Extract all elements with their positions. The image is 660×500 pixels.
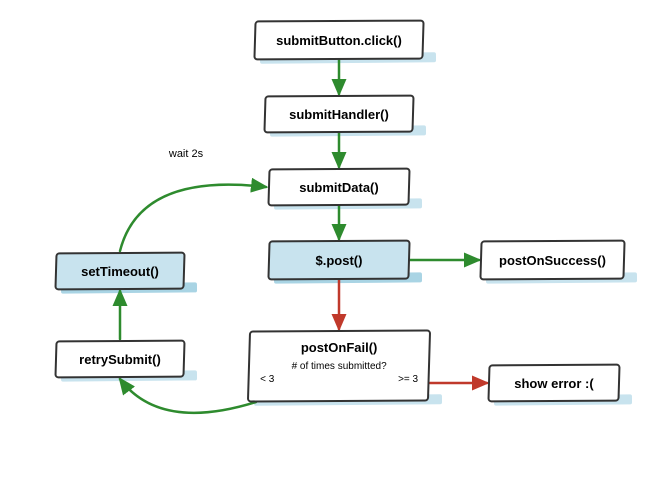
branch-label-right: >= 3 xyxy=(398,374,418,385)
node-label: setTimeout() xyxy=(81,264,159,279)
flowchart-canvas: submitButton.click() submitHandler() sub… xyxy=(0,0,660,500)
node-post-on-fail: postOnFail() # of times submitted? < 3 >… xyxy=(247,330,431,403)
node-set-timeout: setTimeout() xyxy=(54,252,185,291)
branch-label-left: < 3 xyxy=(260,374,274,385)
node-label: submitButton.click() xyxy=(276,33,402,48)
node-show-error: show error :( xyxy=(487,364,620,403)
node-submit-handler: submitHandler() xyxy=(263,95,414,134)
node-jq-post: $.post() xyxy=(267,240,410,281)
node-retry-submit: retrySubmit() xyxy=(54,340,185,379)
node-sublabel: # of times submitted? xyxy=(258,361,420,372)
node-post-on-success: postOnSuccess() xyxy=(479,240,625,281)
node-label: $.post() xyxy=(316,253,363,268)
node-label: postOnFail() xyxy=(301,340,378,355)
node-submit-data: submitData() xyxy=(267,168,410,207)
node-label: submitHandler() xyxy=(289,107,389,122)
edge-label-wait-2s: wait 2s xyxy=(166,148,206,160)
node-label: submitData() xyxy=(299,180,378,195)
edge-postOnFail-retrySubmit xyxy=(120,379,256,413)
edge-setTimeout-submitData xyxy=(120,185,266,251)
node-submit-button-click: submitButton.click() xyxy=(253,20,424,61)
node-label: postOnSuccess() xyxy=(499,253,606,268)
node-label: retrySubmit() xyxy=(79,352,161,367)
node-label: show error :( xyxy=(514,376,593,391)
